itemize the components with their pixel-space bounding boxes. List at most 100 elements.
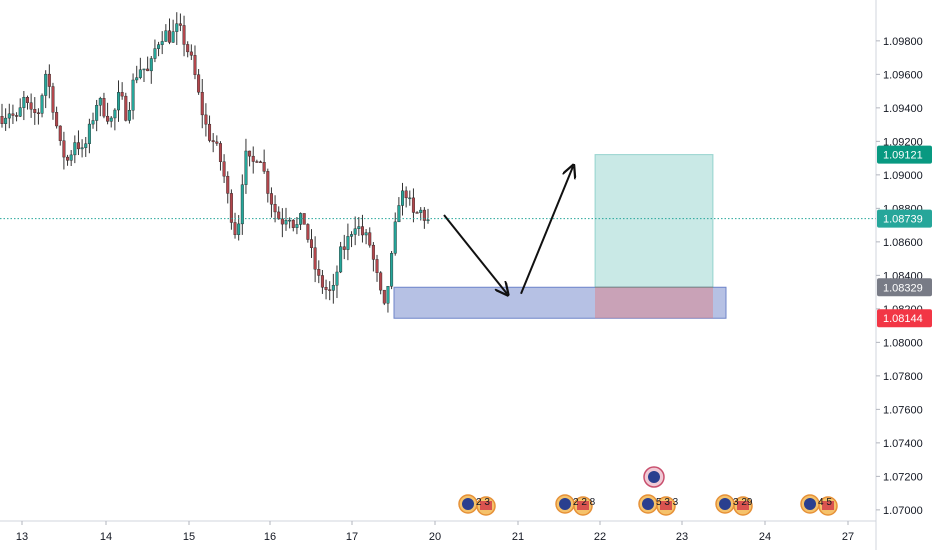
x-tick-label: 17 [346,531,358,543]
arrow-up-annotation[interactable] [520,166,573,295]
y-tick-label: 1.08000 [883,337,923,349]
candle [393,212,397,256]
event-marker[interactable]: 3 29 [715,494,753,516]
candle [415,211,419,214]
candle [146,56,150,72]
candle [171,19,175,43]
zones-layer [393,154,727,319]
candle [401,182,405,216]
candle [269,187,273,218]
candle [255,159,259,163]
candle [84,136,88,157]
candle [299,212,303,230]
us-flag-fill [577,501,589,510]
highlighted-event-fill [648,471,660,483]
eu-flag-fill [559,498,571,510]
y-tick-label: 1.07800 [883,371,923,383]
candle [102,92,106,119]
y-tick-label: 1.09400 [883,103,923,115]
candle [124,92,128,122]
candle [364,229,368,245]
candle [390,250,394,290]
y-tick-label: 1.09600 [883,69,923,81]
candle [189,44,193,61]
candle [313,236,317,283]
candle [7,103,11,129]
arrow-down-annotation[interactable] [443,214,507,294]
x-tick-label: 27 [842,531,854,543]
candle [193,45,197,80]
event-count-label: 5 3 3 [656,497,679,508]
x-tick-label: 24 [759,531,771,543]
candle [178,13,182,32]
candle [346,223,350,261]
event-marker[interactable]: 4 5 [800,494,838,516]
candle [135,65,139,84]
price-badge: 1.08329 [877,278,932,297]
y-tick-label: 1.09200 [883,136,923,148]
events-layer: 2 3 2 2 8 5 3 3 3 29 4 5 [458,466,838,516]
candle [229,189,233,230]
x-tick-label: 13 [16,531,28,543]
candle [382,289,386,306]
candle [204,103,208,137]
candle [11,104,15,124]
candle [138,57,142,80]
candle [244,138,248,194]
candle [248,150,252,167]
candle [76,130,80,156]
candle [306,223,310,243]
candle [266,168,270,203]
y-tick-label: 1.07400 [883,438,923,450]
candle [62,131,66,170]
candle [142,68,146,83]
candle [331,273,335,304]
candle [95,99,99,132]
x-axis[interactable]: 13 14 15 16 17 20 21 22 23 24 27 [0,520,876,543]
candle [87,118,91,154]
stop-loss-zone[interactable] [595,287,713,319]
candle [335,265,339,299]
y-tick-label: 1.09000 [883,170,923,182]
event-marker[interactable]: 2 3 [458,494,496,516]
event-count-label: 4 5 [818,497,832,508]
x-tick-label: 21 [512,531,524,543]
candle [55,106,59,129]
buy-zone-box[interactable] [393,286,727,319]
x-tick-label: 15 [183,531,195,543]
candle [153,39,157,63]
y-tick-label: 1.09800 [883,36,923,48]
candle [309,229,313,258]
candle [339,241,343,274]
candle [186,41,190,58]
candle [131,73,135,120]
us-flag-fill [660,501,672,510]
y-tick-label: 1.07200 [883,471,923,483]
candle [288,217,292,229]
event-marker[interactable]: 5 3 3 [638,466,679,516]
candle [51,82,55,120]
profit-target-zone[interactable] [594,154,714,288]
us-flag-fill [822,501,834,510]
candle [379,271,383,295]
candle [277,206,281,220]
candle [237,215,241,241]
y-axis[interactable]: 1.07000 1.07200 1.07400 1.07600 1.07800 1.080… [875,0,932,550]
candle [44,70,48,109]
event-marker[interactable]: 2 2 8 [555,494,596,516]
candle [350,231,354,248]
eu-flag-fill [804,498,816,510]
candle [404,186,408,208]
candle [73,135,77,164]
price-badge: 1.08739 [877,209,932,228]
candle [164,24,168,42]
price-badge: 1.09121 [877,145,932,164]
candle [4,108,8,131]
candle [160,31,164,55]
candle [317,260,321,284]
y-tick-label: 1.07600 [883,404,923,416]
candle [357,217,361,236]
candle [120,82,124,100]
